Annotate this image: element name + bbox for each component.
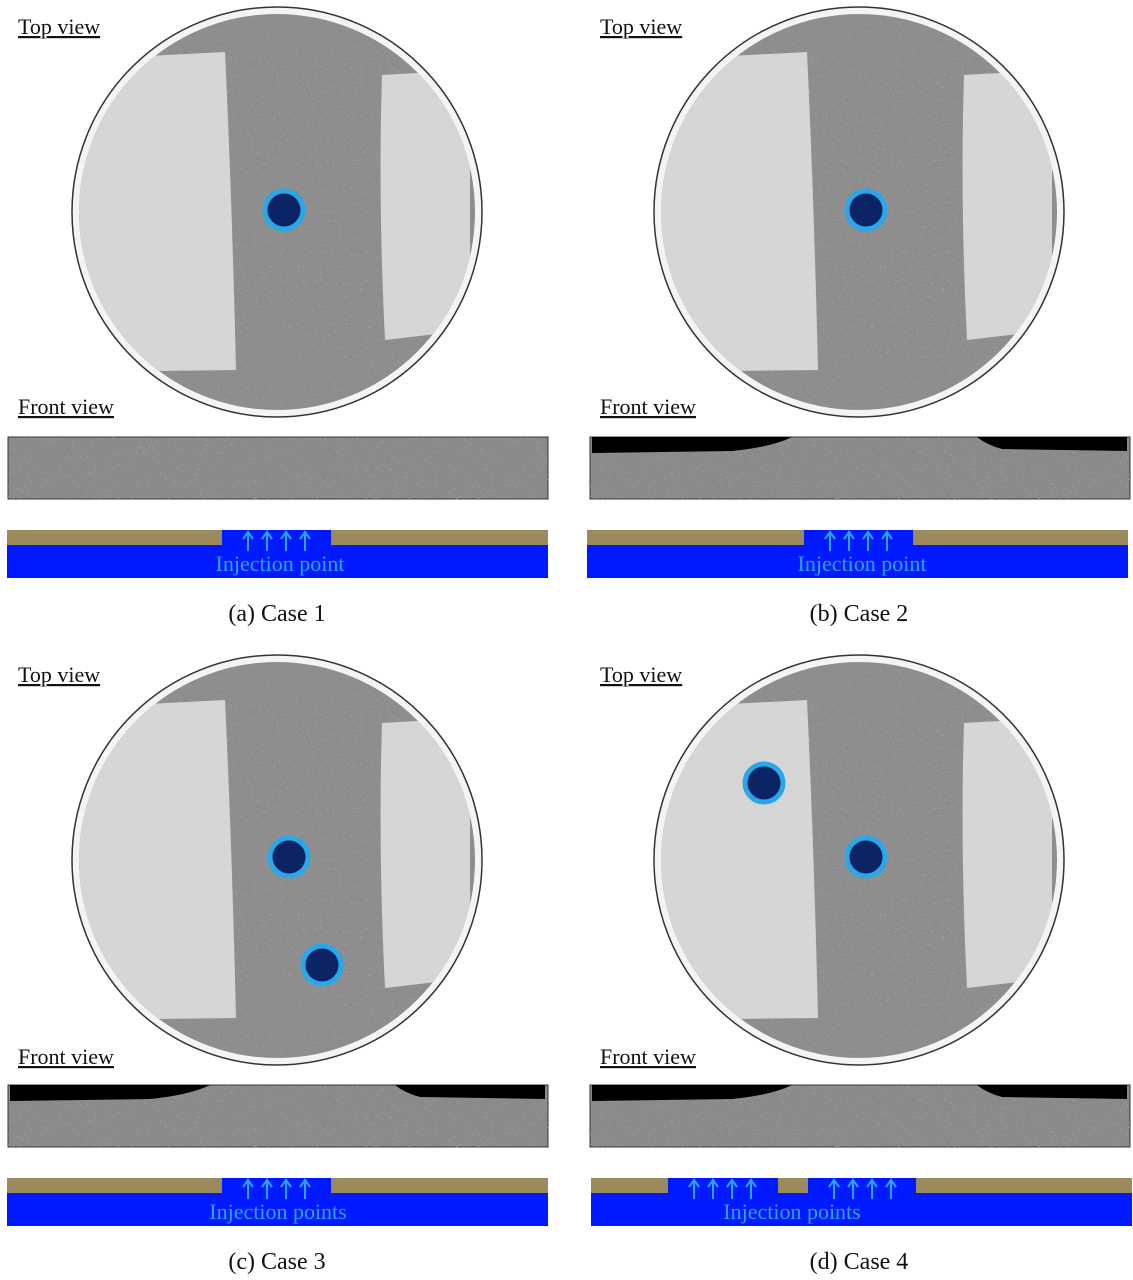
fluid-bar bbox=[587, 545, 1128, 578]
light-grain bbox=[661, 52, 1052, 372]
disc bbox=[661, 14, 1057, 410]
inlet bbox=[222, 530, 331, 546]
front-void bbox=[592, 437, 792, 453]
injection-label: Injection point bbox=[798, 551, 927, 576]
flow-arrow bbox=[299, 530, 311, 551]
flow-arrow bbox=[824, 530, 836, 551]
light-grain bbox=[79, 700, 470, 1020]
injection-hole bbox=[844, 835, 888, 879]
front-view-label: Front view bbox=[600, 394, 696, 419]
front-void bbox=[977, 1085, 1127, 1099]
light-grain bbox=[79, 52, 470, 372]
caption: (b) Case 2 bbox=[810, 601, 909, 627]
top-view-label: Top view bbox=[600, 14, 682, 39]
flow-arrow bbox=[862, 530, 874, 551]
flow-arrow bbox=[242, 530, 254, 551]
fluid-bar bbox=[591, 1193, 1132, 1226]
panel: Top view Front view Injection point (a) Cas… bbox=[7, 6, 549, 627]
flow-arrow bbox=[688, 1178, 700, 1199]
front-view-label: Front view bbox=[18, 394, 114, 419]
caption: (d) Case 4 bbox=[810, 1249, 909, 1275]
injection-hole bbox=[300, 943, 344, 987]
top-view-label: Top view bbox=[18, 662, 100, 687]
fluid-bar bbox=[7, 545, 548, 578]
injection-hole bbox=[844, 188, 888, 232]
injection-hole bbox=[262, 188, 306, 232]
front-void bbox=[977, 437, 1127, 451]
flow-arrow bbox=[745, 1178, 757, 1199]
flow-arrow bbox=[881, 530, 893, 551]
caption: (a) Case 1 bbox=[228, 601, 325, 627]
inlet bbox=[808, 1178, 916, 1194]
top-view-label: Top view bbox=[600, 662, 682, 687]
front-grain bbox=[8, 437, 548, 499]
inlet bbox=[804, 530, 913, 546]
flow-arrow bbox=[866, 1178, 878, 1199]
injection-label: Injection point bbox=[216, 551, 345, 576]
fluid-bar bbox=[7, 1193, 548, 1226]
flow-arrow bbox=[843, 530, 855, 551]
flow-arrow bbox=[885, 1178, 897, 1199]
caption: (c) Case 3 bbox=[228, 1249, 325, 1275]
panel: Top view Front view Injection points (c) Ca… bbox=[7, 654, 549, 1275]
flow-arrow bbox=[242, 1178, 254, 1199]
inlet bbox=[222, 1178, 331, 1194]
injection-label: Injection points bbox=[209, 1199, 346, 1224]
front-void bbox=[395, 1085, 545, 1099]
panel: Top view Front view Injection points (d) Ca… bbox=[589, 654, 1132, 1275]
injection-label: Injection points bbox=[723, 1199, 860, 1224]
front-void bbox=[592, 1085, 792, 1101]
front-void bbox=[10, 1085, 210, 1101]
flow-arrow bbox=[707, 1178, 719, 1199]
front-view-label: Front view bbox=[600, 1044, 696, 1069]
flow-arrow bbox=[280, 1178, 292, 1199]
flow-arrow bbox=[847, 1178, 859, 1199]
flow-arrow bbox=[261, 1178, 273, 1199]
flow-arrow bbox=[726, 1178, 738, 1199]
top-view-label: Top view bbox=[18, 14, 100, 39]
inlet bbox=[668, 1178, 778, 1194]
flow-arrow bbox=[828, 1178, 840, 1199]
flow-arrow bbox=[261, 530, 273, 551]
front-view-label: Front view bbox=[18, 1044, 114, 1069]
flow-arrow bbox=[299, 1178, 311, 1199]
injection-hole bbox=[267, 835, 311, 879]
flow-arrow bbox=[280, 530, 292, 551]
panel: Top view Front view Injection point (b) Cas… bbox=[587, 6, 1131, 627]
injection-hole bbox=[742, 761, 786, 805]
